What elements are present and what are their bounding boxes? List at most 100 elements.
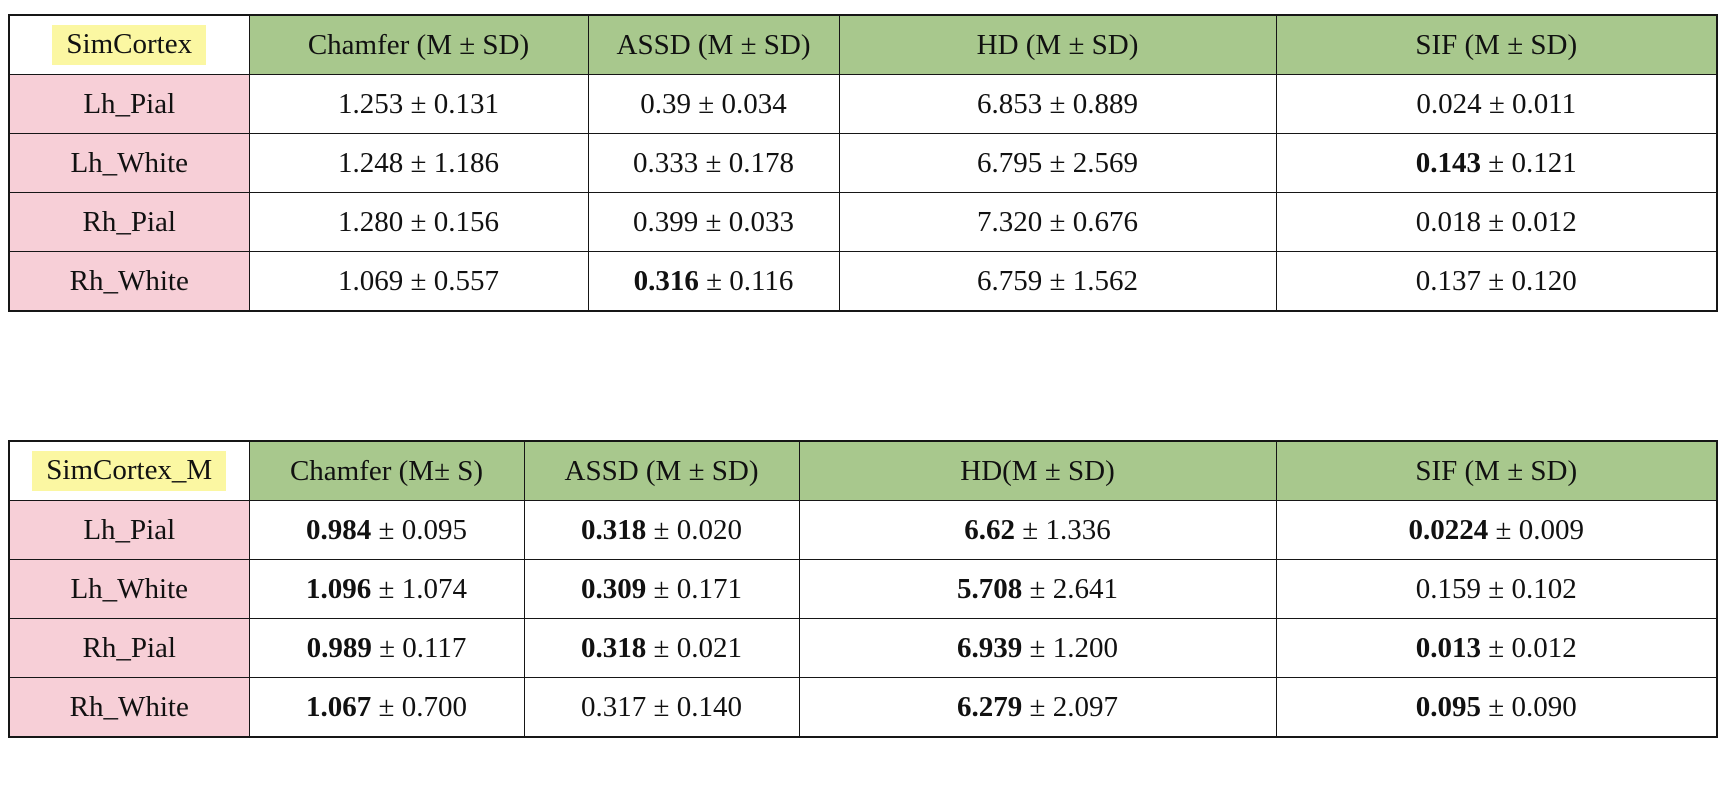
metric-cell: 5.708 ± 2.641: [798, 559, 1277, 619]
column-header-chamfer: Chamfer (M ± SD): [248, 14, 589, 75]
metric-cell: 0.013 ± 0.012: [1275, 618, 1718, 678]
plus-minus-symbol: ±: [1488, 631, 1505, 664]
metric-cell: 0.137 ± 0.120: [1275, 251, 1718, 312]
metric-cell: 1.096 ± 1.074: [248, 559, 525, 619]
mean-value: 1.253: [338, 87, 404, 120]
metric-cell: 0.0224 ± 0.009: [1275, 500, 1718, 560]
table-row: Rh_White 1.069 ± 0.557 0.316 ± 0.116 6.759 …: [8, 251, 1718, 312]
sd-value: 0.095: [401, 513, 467, 546]
metric-cell: 6.795 ± 2.569: [838, 133, 1277, 193]
sd-value: 1.074: [401, 572, 467, 605]
sd-value: 0.102: [1511, 572, 1577, 605]
plus-minus-symbol: ±: [653, 631, 670, 664]
mean-value: 6.853: [977, 87, 1043, 120]
sd-value: 0.889: [1072, 87, 1138, 120]
mean-value: 0.018: [1415, 205, 1482, 238]
row-label: Lh_White: [8, 133, 250, 193]
metric-cell: 1.069 ± 0.557: [248, 251, 589, 312]
metric-cell: 0.095 ± 0.090: [1275, 677, 1718, 738]
table-title-cell: SimCortex: [8, 14, 250, 75]
metric-cell: 7.320 ± 0.676: [838, 192, 1277, 252]
sd-value: 2.641: [1052, 572, 1118, 605]
sd-value: 0.178: [728, 146, 794, 179]
column-header-hd: HD (M ± SD): [838, 14, 1277, 75]
sd-value: 0.131: [433, 87, 499, 120]
sd-value: 0.021: [676, 631, 742, 664]
mean-value: 6.795: [977, 146, 1043, 179]
sd-value: 0.011: [1511, 87, 1577, 120]
mean-value: 0.159: [1415, 572, 1482, 605]
plus-minus-symbol: ±: [705, 146, 722, 179]
table-title-cell: SimCortex_M: [8, 440, 250, 501]
mean-value: 0.318: [581, 513, 647, 546]
table-row: Lh_Pial 0.984 ± 0.095 0.318 ± 0.020 6.62 ± …: [8, 500, 1718, 560]
sd-value: 0.033: [728, 205, 794, 238]
mean-value: 0.309: [581, 572, 647, 605]
plus-minus-symbol: ±: [378, 513, 395, 546]
row-label: Rh_Pial: [8, 618, 250, 678]
simcortex-m-table-header: SimCortex_M Chamfer (M± S) ASSD (M ± SD)…: [8, 440, 1718, 501]
sd-value: 0.090: [1511, 690, 1577, 723]
column-header-sif: SIF (M ± SD): [1275, 14, 1718, 75]
metric-cell: 0.018 ± 0.012: [1275, 192, 1718, 252]
simcortex-m-table-body: Lh_Pial 0.984 ± 0.095 0.318 ± 0.020 6.62 ± …: [8, 500, 1718, 738]
plus-minus-symbol: ±: [705, 205, 722, 238]
mean-value: 5.708: [957, 572, 1023, 605]
sd-value: 0.557: [433, 264, 499, 297]
sd-value: 0.676: [1072, 205, 1138, 238]
table-row: Rh_White 1.067 ± 0.700 0.317 ± 0.140 6.279 …: [8, 677, 1718, 738]
row-label: Rh_White: [8, 677, 250, 738]
mean-value: 0.316: [633, 264, 699, 297]
column-header-hd: HD(M ± SD): [798, 440, 1277, 501]
plus-minus-symbol: ±: [1029, 690, 1046, 723]
mean-value: 7.320: [977, 205, 1043, 238]
metric-cell: 1.248 ± 1.186: [248, 133, 589, 193]
metric-cell: 6.62 ± 1.336: [798, 500, 1277, 560]
mean-value: 6.62: [964, 513, 1016, 546]
plus-minus-symbol: ±: [1495, 513, 1512, 546]
sd-value: 0.120: [1511, 264, 1577, 297]
table-row: Lh_White 1.096 ± 1.074 0.309 ± 0.171 5.708 …: [8, 559, 1718, 619]
mean-value: 0.024: [1416, 87, 1482, 120]
column-header-assd: ASSD (M ± SD): [523, 440, 800, 501]
sd-value: 0.034: [721, 87, 787, 120]
mean-value: 1.067: [306, 690, 372, 723]
simcortex-m-table: SimCortex_M Chamfer (M± S) ASSD (M ± SD)…: [8, 440, 1718, 738]
metric-cell: 0.984 ± 0.095: [248, 500, 525, 560]
plus-minus-symbol: ±: [1488, 572, 1505, 605]
plus-minus-symbol: ±: [1488, 264, 1505, 297]
plus-minus-symbol: ±: [410, 146, 427, 179]
plus-minus-symbol: ±: [379, 631, 395, 664]
sd-value: 0.140: [676, 690, 742, 723]
plus-minus-symbol: ±: [410, 264, 427, 297]
plus-minus-symbol: ±: [706, 264, 722, 297]
column-header-assd: ASSD (M ± SD): [587, 14, 840, 75]
row-label: Rh_White: [8, 251, 250, 312]
row-label: Lh_Pial: [8, 74, 250, 134]
mean-value: 6.759: [977, 264, 1043, 297]
plus-minus-symbol: ±: [410, 87, 427, 120]
sd-value: 1.336: [1045, 513, 1111, 546]
plus-minus-symbol: ±: [653, 513, 670, 546]
mean-value: 0.333: [633, 146, 699, 179]
sd-value: 0.700: [401, 690, 467, 723]
mean-value: 0.989: [306, 631, 372, 664]
metric-cell: 0.024 ± 0.011: [1275, 74, 1718, 134]
table-title-highlight: SimCortex_M: [32, 451, 227, 491]
sd-value: 0.012: [1511, 205, 1577, 238]
plus-minus-symbol: ±: [653, 572, 670, 605]
mean-value: 1.280: [338, 205, 404, 238]
sd-value: 2.569: [1072, 146, 1138, 179]
row-label: Lh_Pial: [8, 500, 250, 560]
table-title-highlight: SimCortex: [52, 25, 207, 65]
sd-value: 0.121: [1511, 146, 1577, 179]
plus-minus-symbol: ±: [1488, 205, 1505, 238]
mean-value: 1.096: [306, 572, 372, 605]
sd-value: 0.009: [1518, 513, 1584, 546]
column-header-chamfer: Chamfer (M± S): [248, 440, 525, 501]
plus-minus-symbol: ±: [1049, 146, 1066, 179]
metric-cell: 1.253 ± 0.131: [248, 74, 589, 134]
mean-value: 0.318: [581, 631, 647, 664]
sd-value: 0.171: [676, 572, 742, 605]
mean-value: 0.137: [1415, 264, 1482, 297]
